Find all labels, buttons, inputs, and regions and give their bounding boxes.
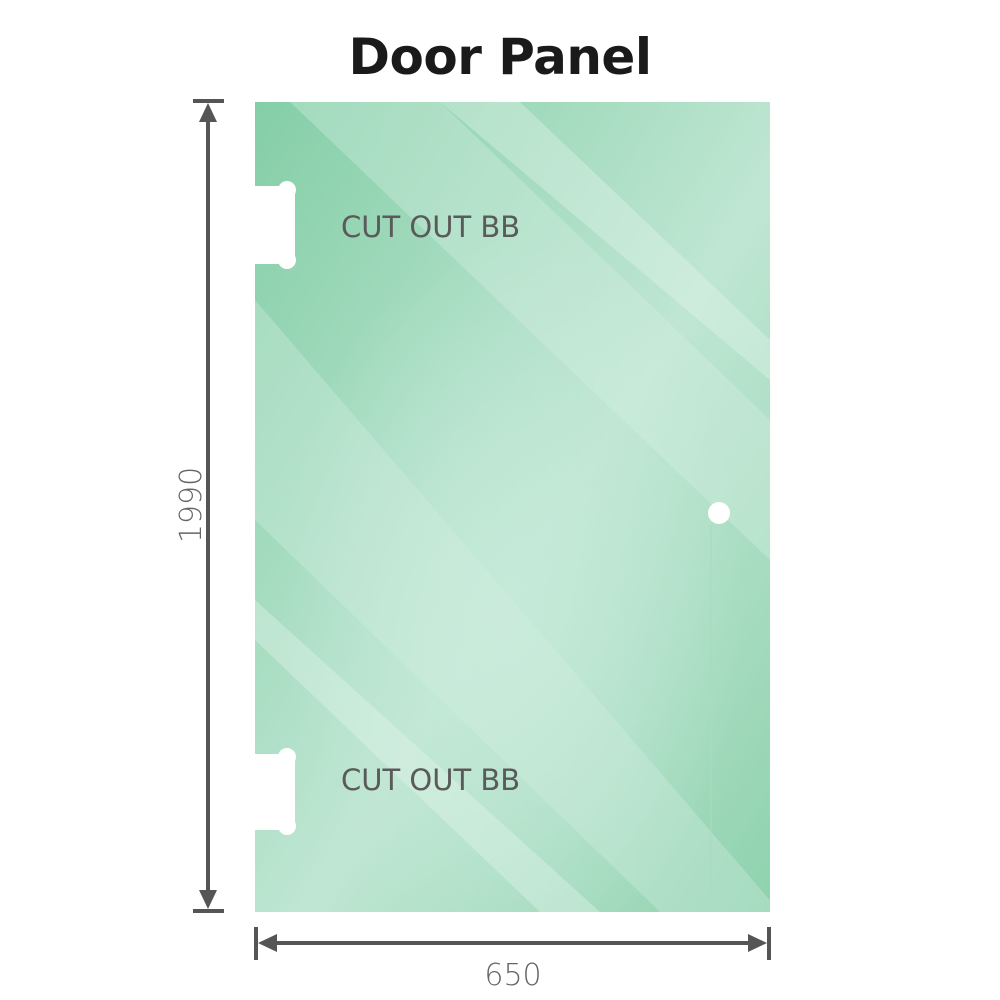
width-label: 650: [484, 958, 541, 993]
diagram-title: Door Panel: [348, 28, 652, 86]
glass-panel: [255, 102, 770, 912]
cutout-top-label: CUT OUT BB: [341, 210, 520, 244]
height-label: 1990: [174, 467, 209, 543]
arrow-up-icon: [199, 103, 217, 122]
cutout-top: [250, 181, 296, 269]
height-dimension-line: [193, 99, 224, 913]
cutout-bottom: [250, 748, 296, 835]
arrow-down-icon: [199, 890, 217, 909]
arrow-left-icon: [258, 934, 277, 952]
handle-hole: [708, 502, 730, 524]
arrow-right-icon: [748, 934, 767, 952]
glass-reflection-streaks: [255, 102, 770, 912]
width-dimension-line: [254, 927, 771, 960]
cutout-bottom-label: CUT OUT BB: [341, 763, 520, 797]
